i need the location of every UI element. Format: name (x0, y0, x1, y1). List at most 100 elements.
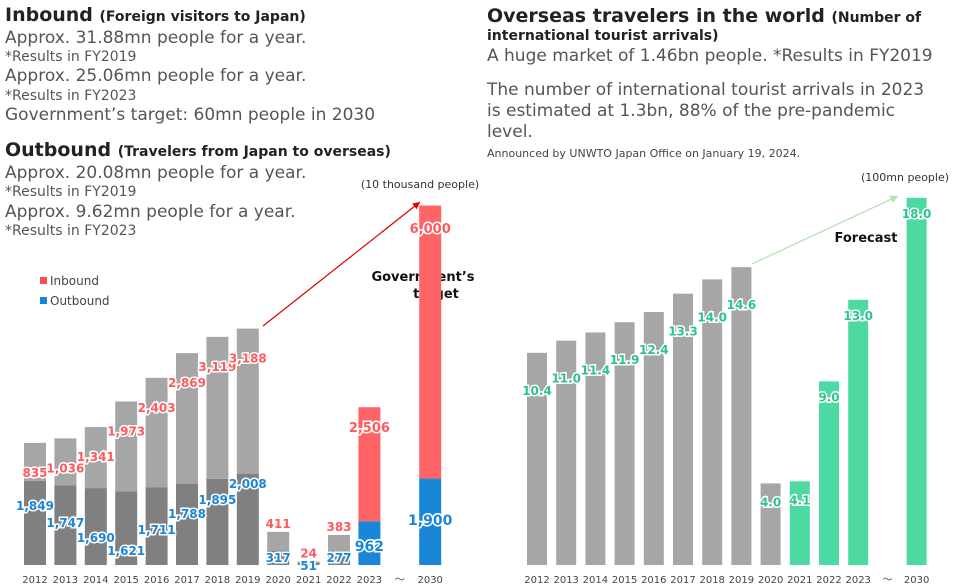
world-arrivals-bar (527, 352, 547, 565)
inbound-line-2: *Results in FY2019 (5, 49, 137, 65)
world-data-label: 12.4 (639, 343, 669, 357)
world-arrivals-bar (673, 293, 693, 565)
world-arrivals-bar (702, 279, 723, 565)
inbound-bar (297, 561, 320, 563)
inbound-bar (24, 442, 46, 481)
world-arrivals-bar (643, 312, 664, 565)
outbound-title: Outbound (5, 139, 112, 161)
outbound-data-label: 2,008 (229, 477, 267, 491)
right-unit-label: (100mn people) (861, 171, 949, 184)
outbound-bar (176, 483, 198, 565)
outbound-line-3: Approx. 9.62mn people for a year. (5, 202, 296, 222)
world-data-label: 14.0 (697, 310, 727, 324)
world-title: Overseas travelers in the world (487, 5, 825, 27)
world-data-label: 13.0 (843, 309, 873, 323)
world-arrivals-bar (819, 381, 839, 565)
outbound-data-label: 1,690 (77, 531, 115, 545)
outbound-bar (328, 552, 350, 565)
inbound-data-label: 6,000 (410, 222, 451, 237)
inbound-title: Inbound (5, 4, 93, 26)
world-arrivals-bar (906, 197, 927, 566)
inbound-data-label: 3,188 (229, 352, 267, 366)
outbound-bar (145, 487, 168, 565)
left-tick-label: 2016 (144, 575, 169, 586)
outbound-data-label: 51 (300, 559, 317, 573)
outbound-heading: Outbound (Travelers from Japan to overse… (5, 139, 391, 161)
outbound-line-2: *Results in FY2019 (5, 184, 137, 200)
outbound-bar (84, 488, 107, 565)
inbound-data-label: 411 (266, 517, 291, 531)
right-tick-label: 2012 (524, 575, 549, 586)
world-subtitle: (Number of (831, 10, 922, 26)
right-annotation: Forecast (835, 231, 898, 246)
world-data-label: 11.4 (581, 363, 611, 377)
world-arrivals-bar (789, 481, 810, 565)
inbound-heading: Inbound (Foreign visitors to Japan) (5, 4, 306, 26)
inbound-data-label: 383 (326, 520, 351, 534)
outbound-data-label: 1,788 (168, 507, 206, 521)
world-line-2: The number of international tourist arri… (487, 80, 925, 100)
world-arrivals-bar (848, 299, 869, 565)
right-tick-label: 2014 (583, 575, 608, 586)
world-arrivals-bar (760, 483, 781, 565)
outbound-bar (54, 485, 77, 565)
right-tick-label: 2020 (758, 575, 783, 586)
inbound-data-label: 1,341 (77, 450, 115, 464)
legend-outbound-label: Outbound (50, 294, 110, 308)
outbound-bar (206, 478, 229, 565)
world-line-1: A huge market of 1.46bn people. *Results… (487, 46, 933, 66)
world-announcement: Announced by UNWTO Japan Office on Janua… (487, 147, 801, 160)
outbound-data-label: 1,900 (408, 513, 453, 529)
inbound-bar (358, 407, 381, 522)
right-tick-label: 2017 (670, 575, 695, 586)
left-tick-label: 2021 (296, 575, 321, 586)
world-subtitle-2: international tourist arrivals) (487, 28, 719, 44)
inbound-data-label: 1,036 (46, 461, 84, 475)
inbound-line-1: Approx. 31.88mn people for a year. (5, 28, 307, 48)
outbound-data-label: 317 (266, 551, 291, 565)
outbound-data-label: 1,747 (46, 516, 84, 530)
inbound-bar (419, 205, 442, 479)
right-tick-label: 2019 (729, 575, 754, 586)
outbound-line-1: Approx. 20.08mn people for a year. (5, 163, 307, 183)
inbound-data-label: 2,506 (349, 421, 390, 436)
legend-inbound-swatch (40, 277, 47, 284)
world-arrivals-bar (585, 332, 606, 565)
inbound-line-5: Government’s target: 60mn people in 2030 (5, 105, 376, 125)
world-data-label: 18.0 (902, 207, 932, 221)
outbound-bar (419, 478, 442, 565)
outbound-bar (297, 562, 320, 565)
world-arrivals-bar (614, 322, 635, 565)
right-tick-label: 2030 (904, 575, 929, 586)
outbound-bar (236, 473, 259, 565)
outbound-subtitle: (Travelers from Japan to overseas) (117, 144, 391, 160)
legend-inbound-label: Inbound (50, 274, 99, 288)
right-tick-label: 2023 (845, 575, 870, 586)
right-tick-label: 2021 (787, 575, 812, 586)
right-tick-label: 2018 (699, 575, 724, 586)
world-line-3: is estimated at 1.3bn, 88% of the pre-pa… (487, 101, 896, 121)
world-data-label: 10.4 (522, 384, 552, 398)
outbound-data-label: 962 (355, 539, 384, 555)
outbound-line-4: *Results in FY2023 (5, 223, 137, 239)
inbound-bar (236, 328, 259, 474)
left-trend-arrow (262, 201, 421, 327)
world-arrivals-bar (731, 267, 752, 565)
inbound-bar (328, 534, 350, 553)
world-data-label: 4.1 (789, 493, 810, 507)
inbound-bar (267, 531, 290, 551)
left-tick-label: 2023 (357, 575, 382, 586)
world-heading: Overseas travelers in the world (Number … (487, 5, 921, 27)
outbound-data-label: 1,621 (107, 544, 145, 558)
world-arrivals-bar (556, 340, 577, 565)
inbound-bar (145, 377, 168, 488)
world-line-4: level. (487, 122, 533, 142)
outbound-data-label: 1,711 (138, 523, 176, 537)
outbound-data-label: 1,849 (16, 499, 54, 513)
right-tick-label: 2015 (612, 575, 637, 586)
world-data-label: 4.0 (760, 495, 781, 509)
inbound-bar (206, 336, 229, 479)
left-tick-label: 2019 (235, 575, 260, 586)
inbound-line-4: *Results in FY2023 (5, 88, 137, 104)
right-tick-label: ～ (882, 575, 892, 586)
